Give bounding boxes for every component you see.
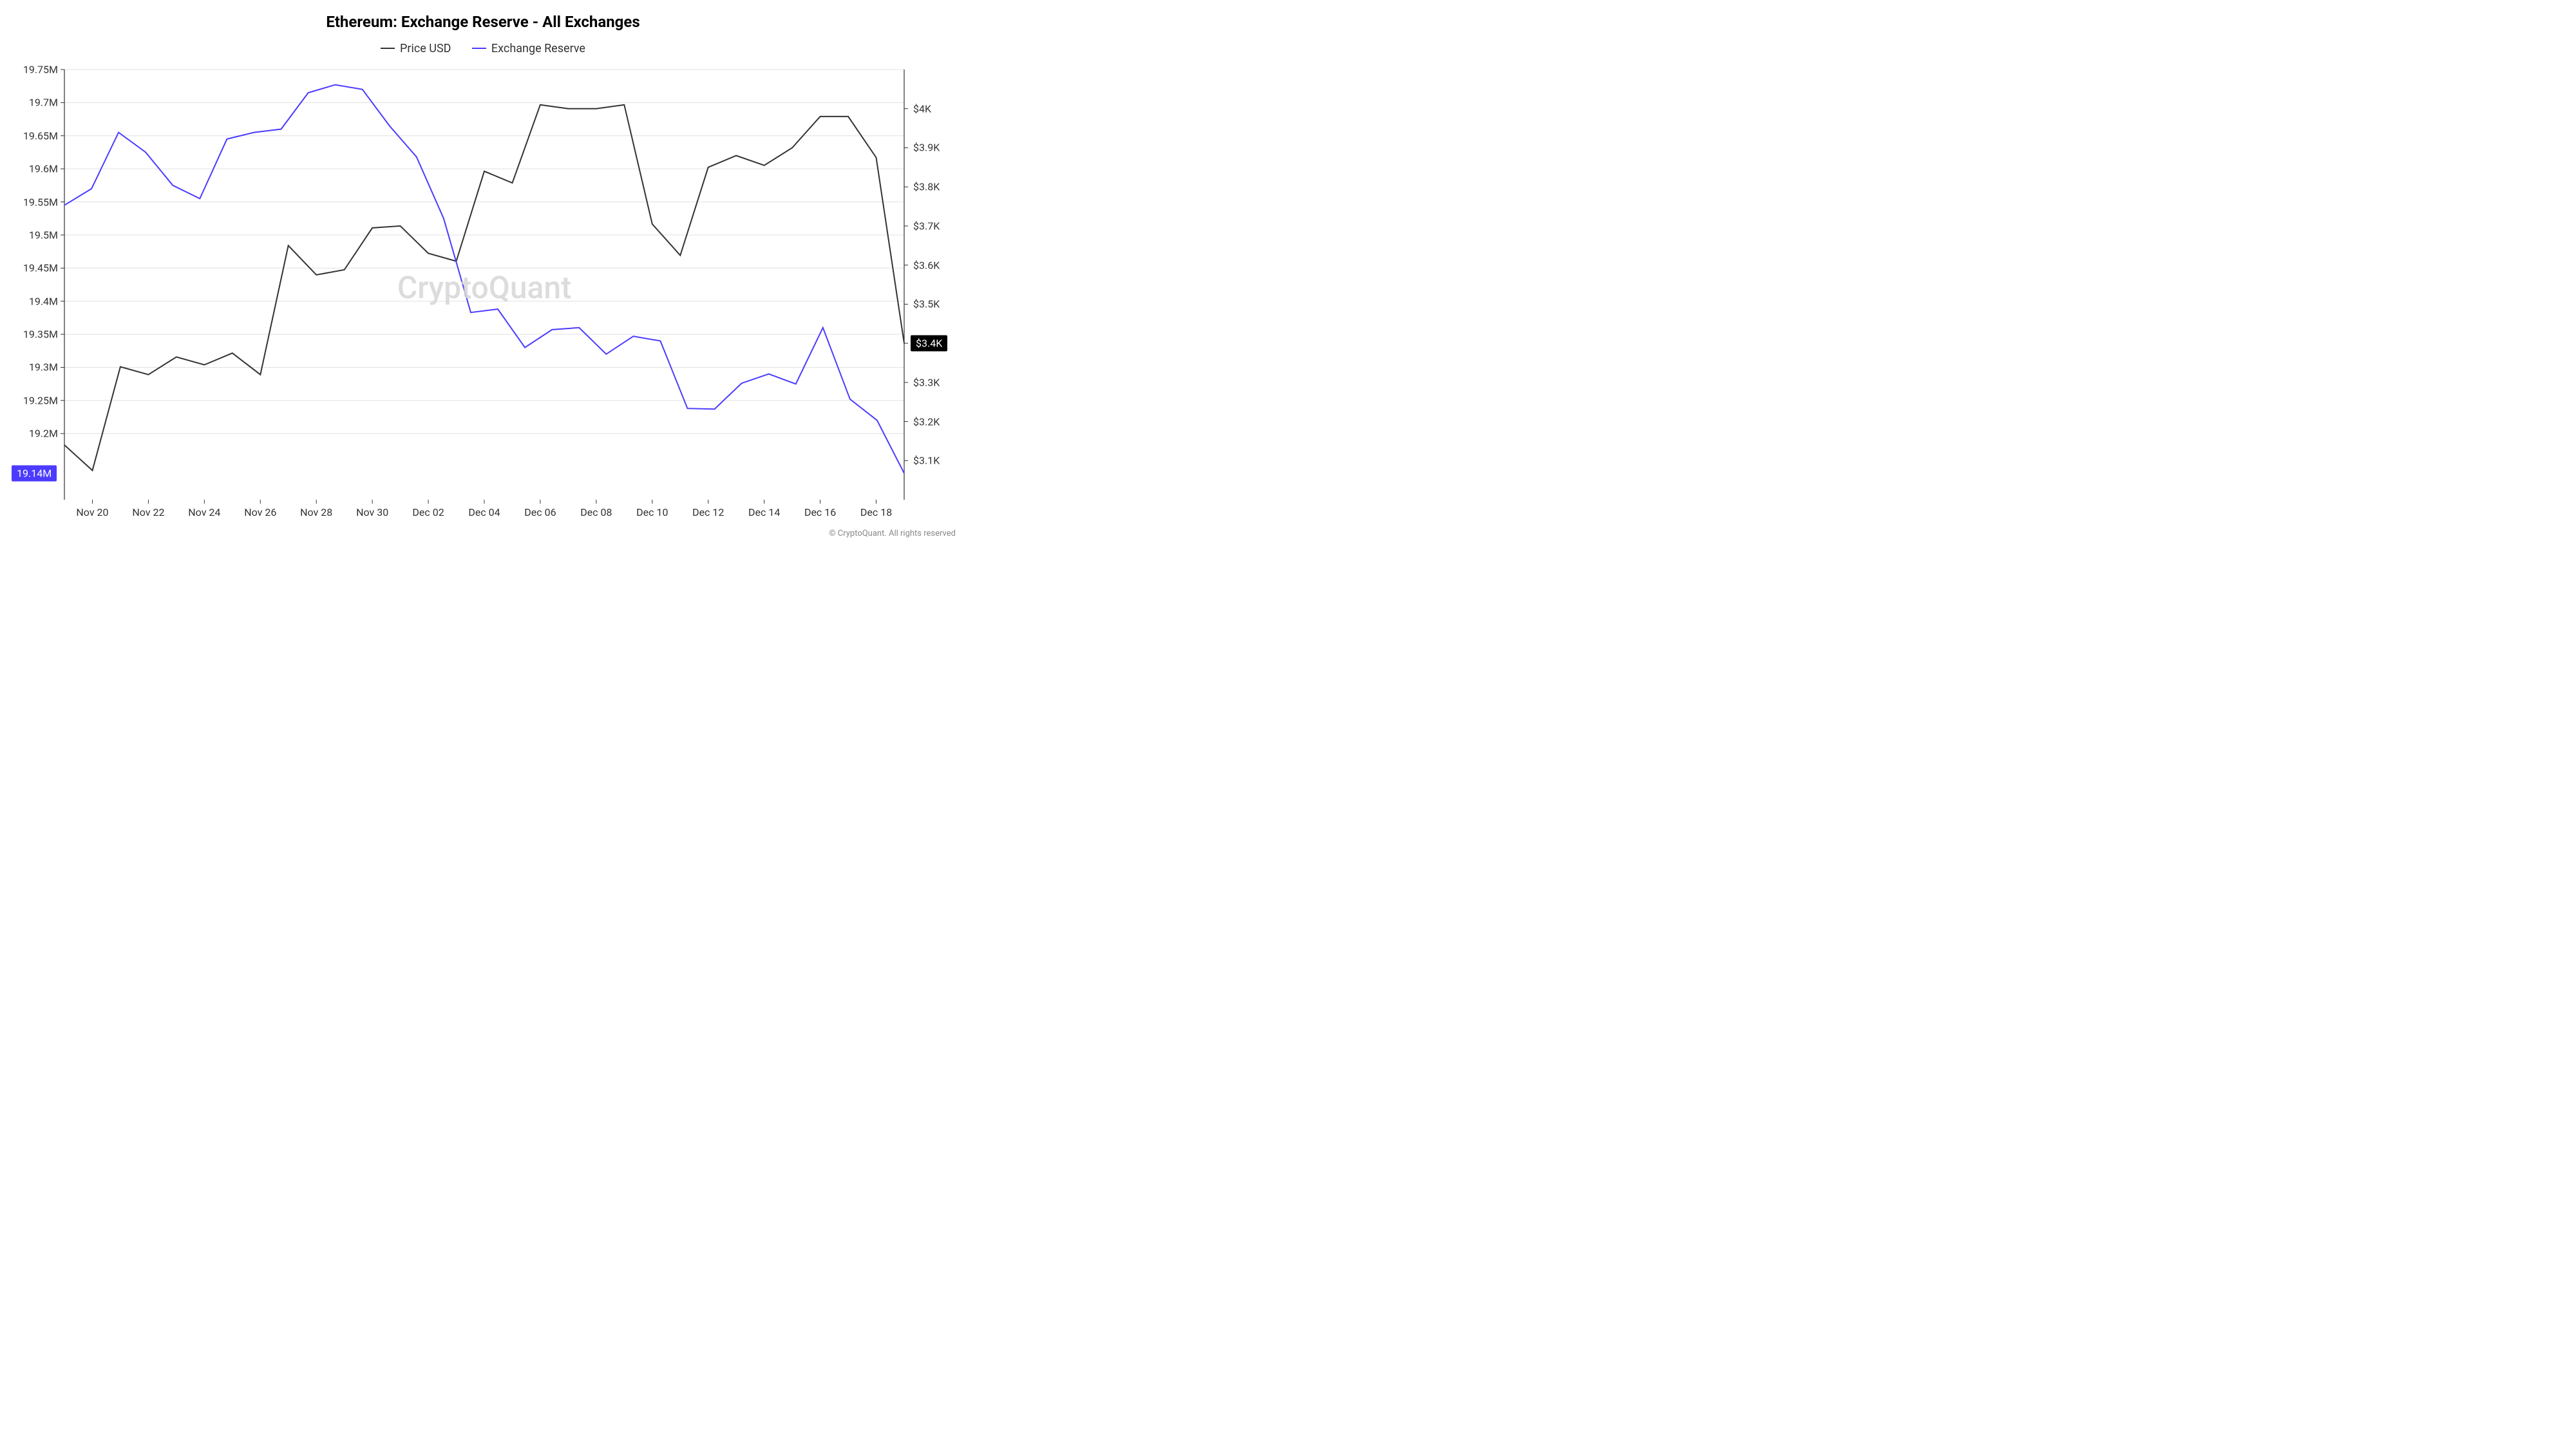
y-right-tick-label: $3.8K [907, 181, 940, 193]
legend-swatch [472, 48, 486, 49]
chart-container: Ethereum: Exchange Reserve - All Exchang… [0, 0, 966, 544]
y-left-tick-label: 19.55M [23, 196, 62, 208]
x-tick-label: Nov 20 [76, 506, 108, 518]
y-right-tick-label: $3.2K [907, 415, 940, 428]
end-badge-right: $3.4K [911, 336, 947, 352]
x-tick-label: Nov 22 [132, 506, 164, 518]
y-right-tick-label: $3.6K [907, 259, 940, 271]
legend-item-price: Price USD [381, 42, 451, 55]
chart-svg [64, 70, 904, 500]
x-tick-label: Dec 08 [580, 506, 612, 518]
y-right-tick-label: $4K [907, 102, 931, 115]
chart-legend: Price USD Exchange Reserve [0, 39, 966, 55]
y-right-tick-label: $3.7K [907, 220, 940, 232]
x-tick-label: Dec 14 [748, 506, 780, 518]
plot-area: CryptoQuant [64, 70, 904, 500]
y-left-tick-label: 19.75M [23, 64, 62, 76]
y-left-tick-label: 19.25M [23, 394, 62, 406]
y-left-tick-label: 19.65M [23, 129, 62, 142]
y-right-tick-label: $3.5K [907, 298, 940, 310]
y-left-tick-label: 19.6M [29, 163, 62, 175]
x-tick-label: Dec 16 [804, 506, 836, 518]
y-left-tick-label: 19.4M [29, 295, 62, 307]
y-left-tick-label: 19.2M [29, 428, 62, 440]
x-tick-label: Nov 30 [356, 506, 388, 518]
y-left-tick-label: 19.35M [23, 328, 62, 341]
y-right-tick-label: $3.3K [907, 376, 940, 388]
y-right-tick-label: $3.9K [907, 142, 940, 154]
y-left-tick-label: 19.5M [29, 229, 62, 241]
x-tick-label: Nov 26 [244, 506, 276, 518]
x-tick-label: Dec 02 [412, 506, 444, 518]
y-left-tick-label: 19.3M [29, 361, 62, 374]
end-badge-left: 19.14M [12, 465, 57, 481]
x-tick-label: Dec 18 [860, 506, 892, 518]
copyright-text: © CryptoQuant. All rights reserved [829, 529, 956, 538]
y-right-tick-label: $3.1K [907, 455, 940, 467]
x-tick-label: Dec 10 [636, 506, 668, 518]
x-tick-label: Dec 04 [468, 506, 500, 518]
legend-swatch [381, 48, 395, 49]
x-tick-label: Nov 24 [188, 506, 220, 518]
chart-title: Ethereum: Exchange Reserve - All Exchang… [0, 13, 966, 31]
x-tick-label: Nov 28 [300, 506, 332, 518]
x-tick-label: Dec 06 [524, 506, 556, 518]
x-tick-label: Dec 12 [692, 506, 724, 518]
y-left-tick-label: 19.45M [23, 262, 62, 274]
y-left-tick-label: 19.7M [29, 97, 62, 109]
legend-label: Exchange Reserve [491, 42, 585, 55]
legend-item-reserve: Exchange Reserve [472, 42, 585, 55]
legend-label: Price USD [400, 42, 451, 55]
